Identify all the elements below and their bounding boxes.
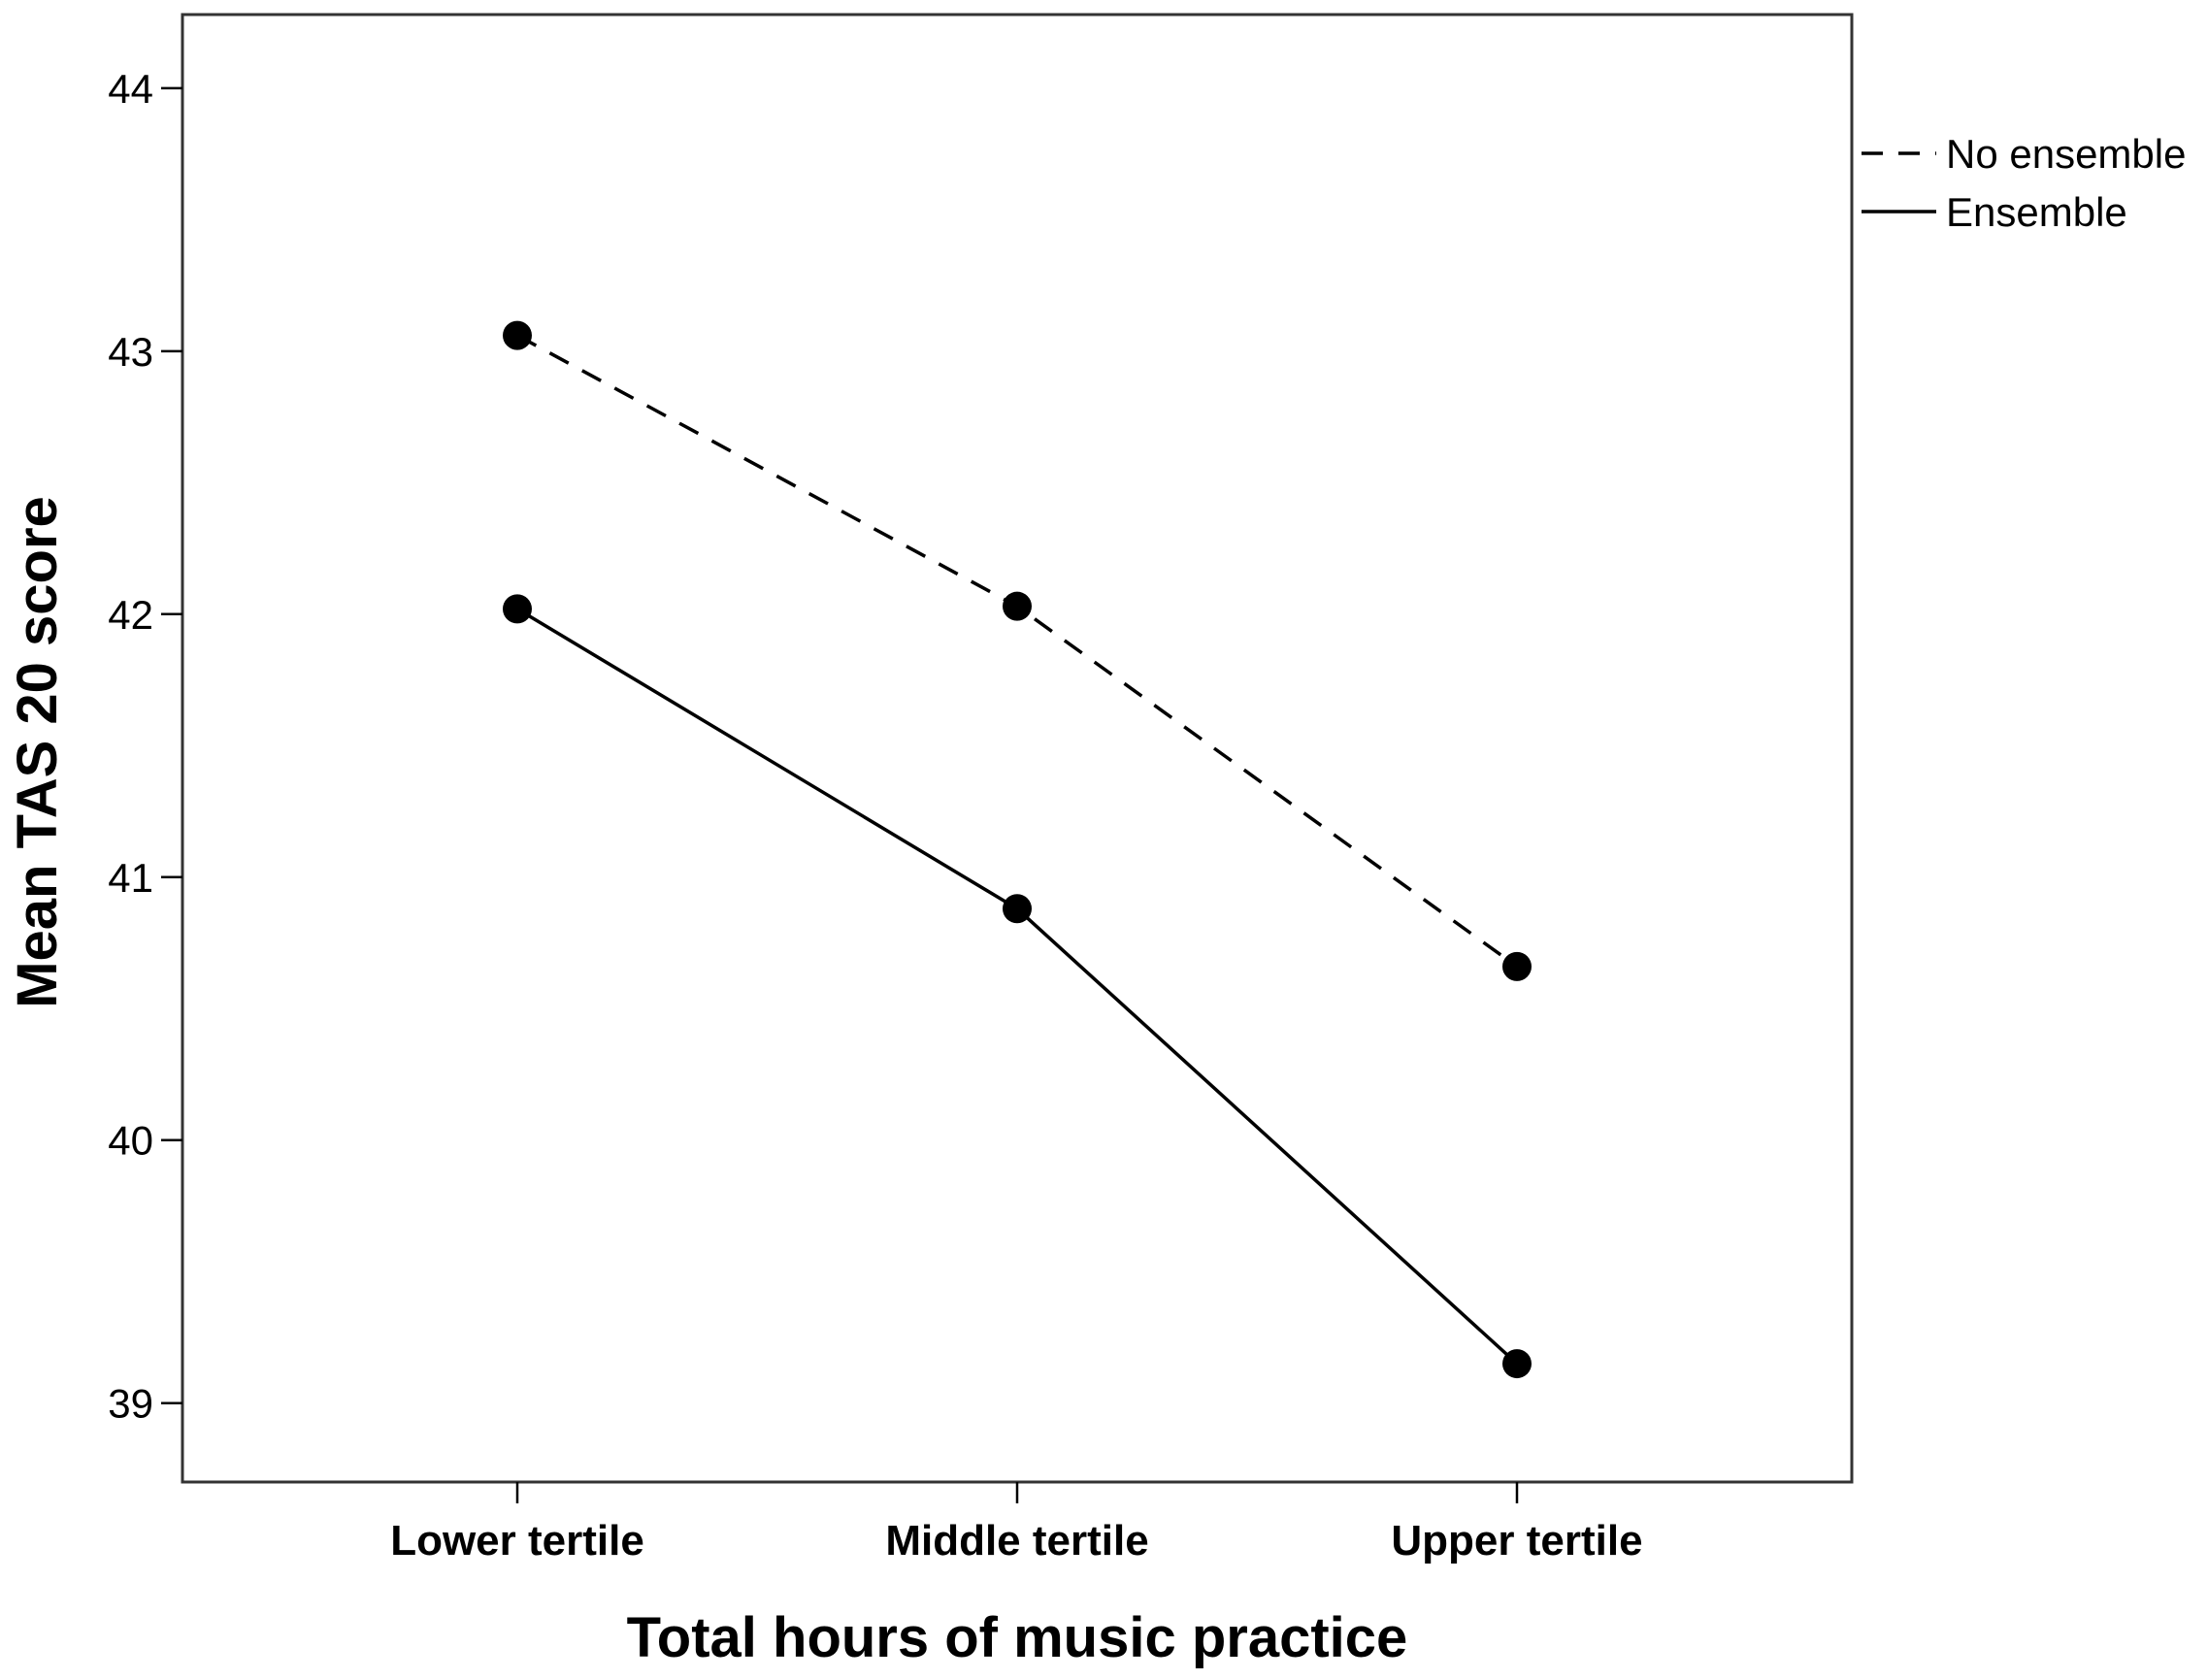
y-tick-label: 44	[108, 66, 153, 112]
series-line-no-ensemble	[516, 334, 1519, 969]
data-point	[1502, 951, 1532, 981]
x-axis: Lower tertile Middle tertile Upper tertile	[390, 1482, 1643, 1565]
y-axis: 39 40 41 42 43 44	[108, 66, 182, 1427]
data-point	[503, 320, 532, 350]
plot-frame	[181, 13, 1854, 1484]
data-point	[1502, 1349, 1532, 1379]
series-line-ensemble	[516, 607, 1519, 1366]
y-tick-label: 43	[108, 329, 153, 375]
x-axis-title: Total hours of music practice	[627, 1606, 1408, 1669]
x-tick-label: Lower tertile	[390, 1517, 644, 1565]
y-tick-label: 42	[108, 592, 153, 638]
y-axis-title: Mean TAS 20 score	[6, 496, 69, 1008]
y-tick-label: 39	[108, 1381, 153, 1427]
x-tick-label: Upper tertile	[1391, 1517, 1642, 1565]
x-tick-label: Middle tertile	[885, 1517, 1148, 1565]
data-point	[1003, 894, 1032, 924]
legend: No ensemble Ensemble	[1862, 131, 2186, 235]
data-point	[503, 594, 532, 624]
legend-label: No ensemble	[1946, 131, 2186, 177]
y-tick-label: 41	[108, 855, 153, 901]
legend-label: Ensemble	[1946, 189, 2127, 235]
series-layer	[503, 320, 1532, 1379]
data-point	[1003, 591, 1032, 621]
y-tick-label: 40	[108, 1118, 153, 1164]
